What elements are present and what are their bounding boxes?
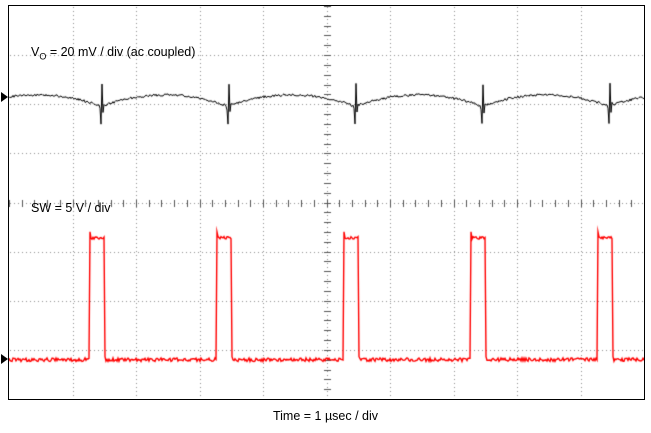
waveform-canvas [9, 6, 644, 399]
time-axis-label: Time = 1 µsec / div [272, 409, 379, 423]
sw-reference-arrow-icon [1, 354, 8, 364]
vo-label-prefix: V [31, 45, 40, 59]
vo-label-text: = 20 mV / div (ac coupled) [46, 45, 196, 59]
vo-trace-label: VO = 20 mV / div (ac coupled) [31, 46, 195, 62]
vo-reference-arrow-icon [1, 92, 8, 102]
scope-plot-area: VO = 20 mV / div (ac coupled) SW = 5 V /… [8, 5, 645, 400]
sw-trace-label: SW = 5 V / div [31, 201, 111, 215]
vo-label-subscript: O [39, 51, 47, 62]
